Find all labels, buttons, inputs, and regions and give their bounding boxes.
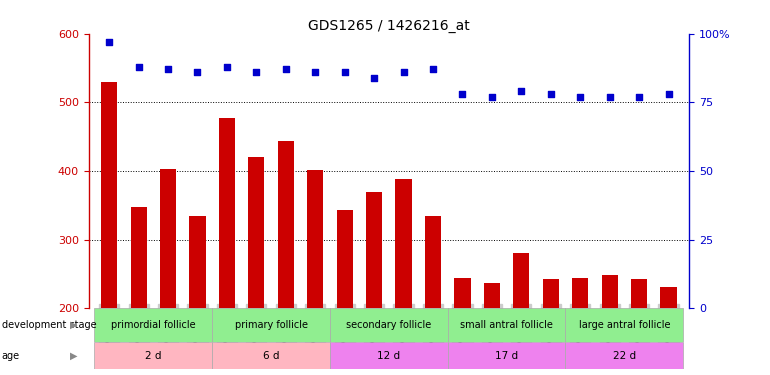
Point [574,94,587,100]
Bar [425,216,441,308]
Bar [330,308,447,342]
Point [368,75,380,81]
Point [486,94,498,100]
Point [515,88,527,94]
Point [604,94,616,100]
Text: ▶: ▶ [69,320,77,330]
Text: 17 d: 17 d [495,351,518,361]
Bar [95,308,213,342]
Text: secondary follicle: secondary follicle [346,320,431,330]
Text: primordial follicle: primordial follicle [111,320,196,330]
Bar [213,308,330,342]
Point [339,69,351,75]
Bar [95,342,213,369]
Bar [330,342,447,369]
Point [457,91,469,97]
Text: age: age [2,351,20,361]
Text: 22 d: 22 d [613,351,636,361]
Text: development stage: development stage [2,320,96,330]
Bar [601,275,618,308]
Text: small antral follicle: small antral follicle [460,320,553,330]
Bar [130,207,147,308]
Text: 6 d: 6 d [263,351,280,361]
Bar [454,278,470,308]
Point [191,69,203,75]
Bar [366,192,382,308]
Point [103,39,116,45]
Bar [248,157,264,308]
Bar [514,253,530,308]
Bar [661,287,677,308]
Bar [631,279,648,308]
Bar [213,342,330,369]
Bar [447,308,565,342]
Text: primary follicle: primary follicle [235,320,307,330]
Bar [447,342,565,369]
Point [250,69,263,75]
Bar [543,279,559,308]
Text: 12 d: 12 d [377,351,400,361]
Point [397,69,410,75]
Bar [101,82,117,308]
Bar [160,169,176,308]
Text: 2 d: 2 d [145,351,162,361]
Point [633,94,645,100]
Point [132,64,145,70]
Bar [189,216,206,308]
Bar [336,210,353,308]
Bar [565,342,683,369]
Text: ▶: ▶ [69,351,77,361]
Text: large antral follicle: large antral follicle [578,320,670,330]
Bar [219,117,235,308]
Point [221,64,233,70]
Point [427,66,439,72]
Point [162,66,174,72]
Bar [278,141,294,308]
Bar [396,179,412,308]
Bar [572,278,588,308]
Point [309,69,321,75]
Point [280,66,292,72]
Point [544,91,557,97]
Bar [565,308,683,342]
Bar [484,283,500,308]
Bar [307,170,323,308]
Point [662,91,675,97]
Title: GDS1265 / 1426216_at: GDS1265 / 1426216_at [308,19,470,33]
